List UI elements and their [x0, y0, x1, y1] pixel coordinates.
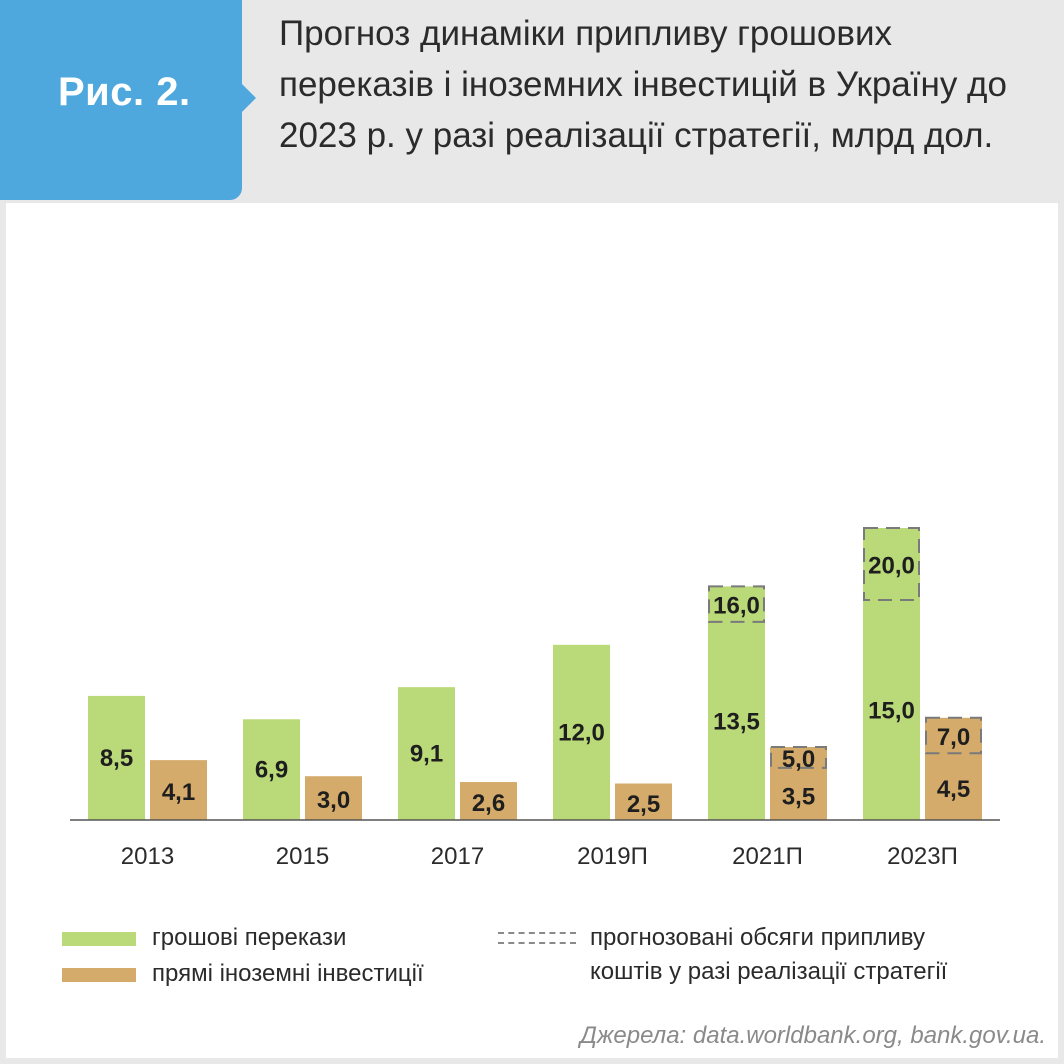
remittances-value-label: 13,5	[713, 708, 760, 735]
x-tick-label: 2019П	[577, 843, 648, 870]
fdi-value-label: 2,5	[627, 791, 660, 818]
fdi-bar	[150, 760, 207, 820]
remittances-value-label: 9,1	[410, 741, 443, 768]
x-tick-label: 2015	[276, 843, 329, 870]
remittances-value-label: 8,5	[100, 745, 133, 772]
legend-label-fdi: прямі іноземні інвестиції	[152, 960, 424, 987]
fdi-value-label: 4,1	[162, 779, 195, 806]
fdi-forecast-bar	[925, 717, 982, 820]
legend-label-forecast-line2: коштів у разі реалізації стратегії	[590, 958, 948, 985]
legend-swatch-fdi	[62, 968, 136, 982]
fdi-value-label: 3,0	[317, 787, 350, 814]
source-note: Джерела: data.worldbank.org, bank.gov.ua…	[580, 1022, 1046, 1049]
x-tick-label: 2017	[431, 843, 484, 870]
x-axis-ticks: 2013 2015 2017 2019П 2021П 2023П	[121, 843, 958, 870]
x-tick-label: 2023П	[887, 843, 958, 870]
remittances-bar	[553, 644, 610, 820]
fdi-forecast-outline	[925, 716, 982, 755]
remittances-forecast-bar	[863, 528, 920, 820]
fdi-forecast-label: 7,0	[937, 724, 970, 751]
bars-layer: 8,5 4,1 6,9 3,0 9,1 2,6 12,0 2,5 13,5 3,5 16,0 5,0 1…	[88, 527, 982, 820]
remittances-forecast-outline	[863, 527, 920, 601]
remittances-value-label: 12,0	[558, 719, 605, 746]
remittances-value-label: 6,9	[255, 757, 288, 784]
legend-label-remittances: грошові перекази	[152, 924, 347, 951]
fdi-forecast-label: 5,0	[782, 746, 815, 773]
fdi-bar	[615, 783, 672, 820]
fdi-forecast-outline	[770, 746, 827, 769]
figure-title: Прогноз динаміки припливу грошових перек…	[279, 14, 1007, 155]
remittances-bar	[243, 719, 300, 820]
fdi-value-label: 3,5	[782, 783, 815, 810]
fdi-bar	[305, 776, 362, 820]
fdi-forecast-bar	[770, 747, 827, 820]
remittances-forecast-outline	[708, 585, 765, 623]
fdi-bar	[460, 782, 517, 820]
figure-badge-pointer	[240, 82, 256, 114]
figure-label: Рис. 2.	[58, 70, 191, 114]
legend-swatch-forecast	[498, 932, 576, 944]
remittances-value-label: 15,0	[868, 698, 915, 725]
fdi-value-label: 2,6	[472, 790, 505, 817]
legend-swatch-remittances	[62, 932, 136, 946]
fdi-value-label: 4,5	[937, 776, 970, 803]
legend-label-forecast-line1: прогнозовані обсяги припливу	[590, 924, 925, 951]
figure-badge: Рис. 2.	[0, 0, 242, 200]
remittances-forecast-label: 20,0	[868, 553, 915, 580]
remittances-bar	[88, 695, 145, 820]
remittances-forecast-bar	[708, 586, 765, 820]
x-tick-label: 2013	[121, 843, 174, 870]
x-tick-label: 2021П	[732, 843, 803, 870]
remittances-forecast-label: 16,0	[713, 593, 760, 620]
remittances-bar	[398, 687, 455, 820]
